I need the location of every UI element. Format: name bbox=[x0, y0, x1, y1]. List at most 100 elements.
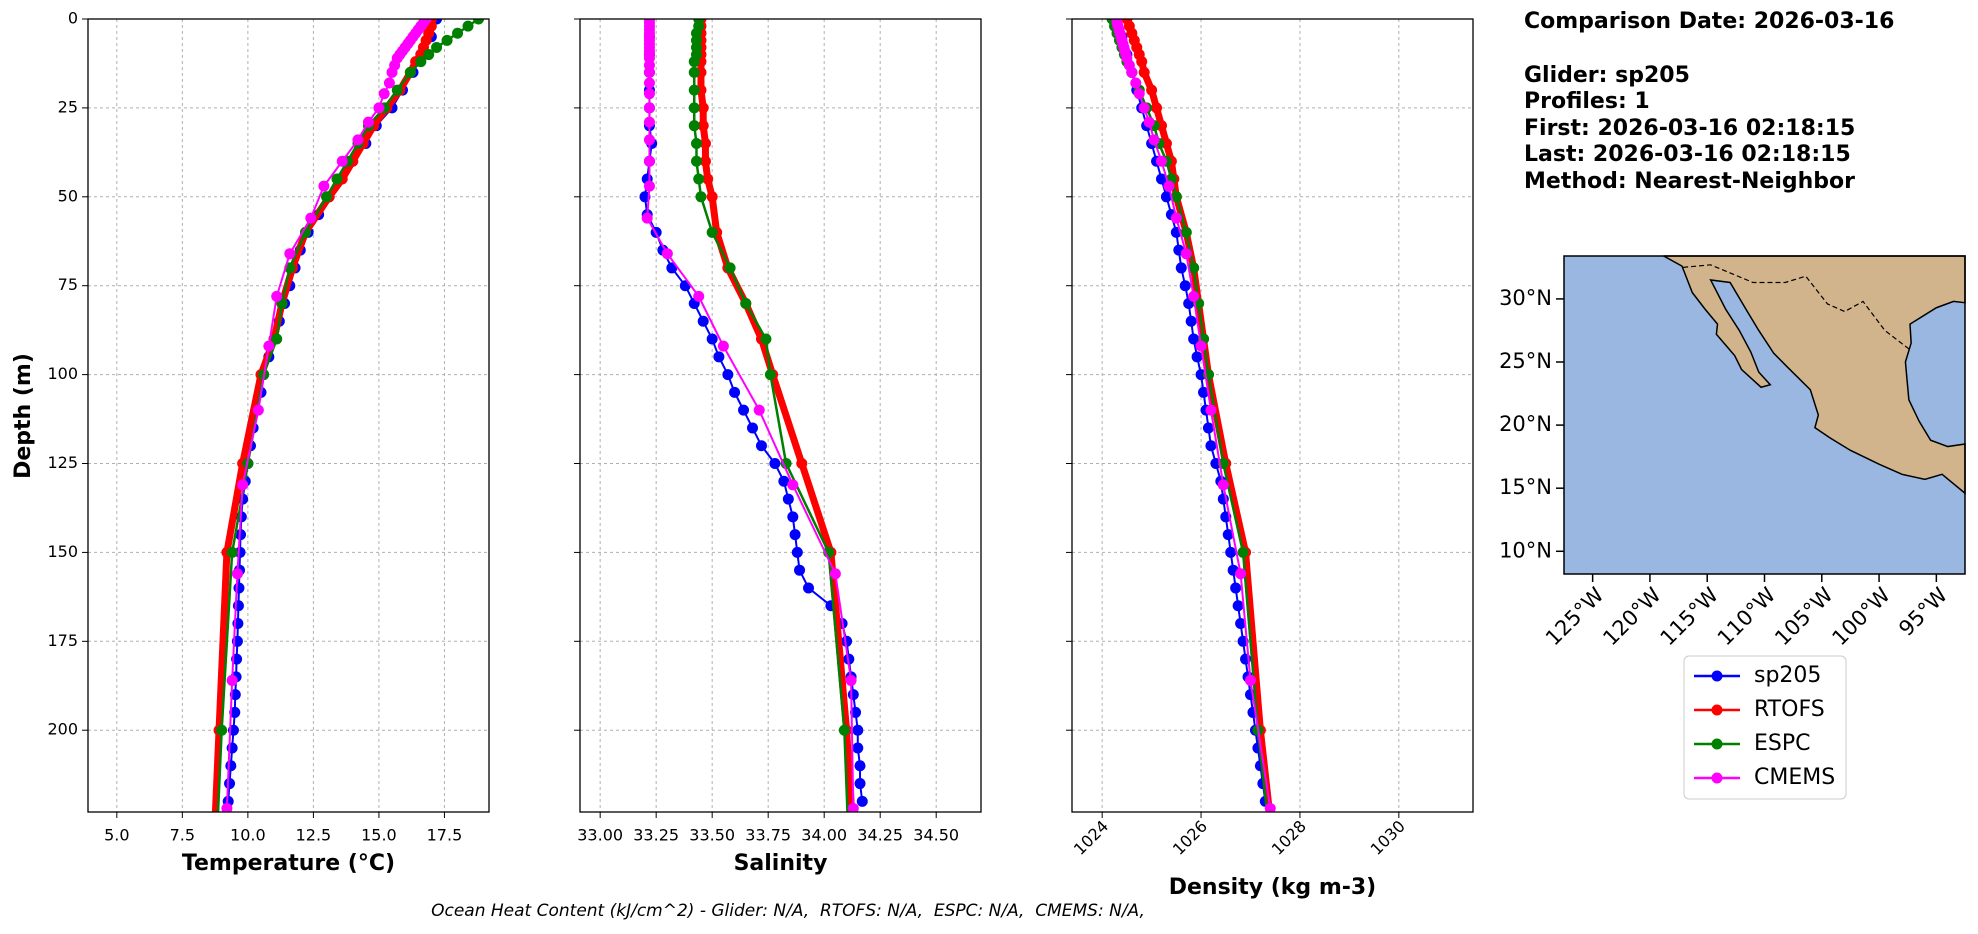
legend-label: sp205 bbox=[1754, 663, 1821, 688]
profile-point bbox=[331, 173, 343, 185]
profile-point bbox=[233, 582, 245, 594]
profile-point bbox=[263, 340, 275, 352]
profile-point bbox=[688, 56, 700, 68]
profile-line bbox=[643, 19, 864, 802]
x-axis-label: Temperature (°C) bbox=[182, 851, 395, 876]
profile-point bbox=[284, 248, 296, 260]
profile-point bbox=[838, 724, 850, 736]
profile-point bbox=[697, 315, 709, 327]
profile-point bbox=[1264, 802, 1276, 812]
profile-point bbox=[1217, 479, 1229, 491]
profile-point bbox=[706, 191, 718, 203]
y-tick-label: 75 bbox=[58, 275, 78, 294]
profile-point bbox=[300, 226, 312, 238]
profile-point bbox=[271, 290, 283, 302]
profile-point bbox=[237, 479, 249, 491]
profile-point bbox=[717, 340, 729, 352]
profile-point bbox=[226, 546, 238, 558]
info-line: Method: Nearest-Neighbor bbox=[1524, 169, 1855, 194]
map-x-label: 100°W bbox=[1827, 583, 1895, 651]
profile-point bbox=[462, 20, 474, 32]
profile-line bbox=[646, 19, 855, 809]
profile-point bbox=[693, 173, 705, 185]
profile-point bbox=[702, 173, 714, 185]
profile-point bbox=[688, 102, 700, 114]
x-tick-label: 15.0 bbox=[361, 826, 397, 845]
profile-point bbox=[1151, 102, 1163, 114]
profile-point bbox=[441, 34, 453, 46]
profile-point bbox=[404, 66, 416, 78]
profile-point bbox=[305, 212, 317, 224]
profile-point bbox=[794, 564, 806, 576]
profile-point bbox=[643, 77, 655, 89]
profile-point bbox=[643, 134, 655, 146]
y-tick-label: 0 bbox=[68, 9, 78, 28]
profile-point bbox=[852, 724, 864, 736]
profile-point bbox=[473, 19, 485, 25]
profile-point bbox=[336, 155, 348, 167]
profile-point bbox=[796, 458, 808, 470]
profile-point bbox=[845, 674, 857, 686]
y-tick-label: 100 bbox=[47, 364, 78, 383]
profile-point bbox=[321, 191, 333, 203]
profile-point bbox=[226, 674, 238, 686]
profile-point bbox=[1155, 173, 1167, 185]
profile-point bbox=[452, 27, 464, 39]
profile-point bbox=[271, 333, 283, 345]
x-tick-label: 34.25 bbox=[857, 826, 903, 845]
profile-point bbox=[386, 66, 398, 78]
info-line: Profiles: 1 bbox=[1524, 89, 1650, 114]
profile-point bbox=[829, 568, 841, 580]
profile-point bbox=[695, 191, 707, 203]
profile-point bbox=[383, 77, 395, 89]
profile-point bbox=[216, 724, 228, 736]
profile-point bbox=[1146, 84, 1158, 96]
x-tick-label: 5.0 bbox=[104, 826, 129, 845]
profile-point bbox=[1191, 351, 1203, 363]
profile-point bbox=[1205, 404, 1217, 416]
profile-point bbox=[1143, 116, 1155, 128]
legend-marker bbox=[1711, 738, 1723, 750]
map-y-label: 30°N bbox=[1499, 286, 1552, 310]
map-x-label: 105°W bbox=[1770, 583, 1838, 651]
plot-area bbox=[639, 19, 868, 812]
legend-marker bbox=[1711, 704, 1723, 716]
legend-label: ESPC bbox=[1754, 731, 1811, 756]
profile-point bbox=[373, 102, 385, 114]
x-tick-label: 17.5 bbox=[427, 826, 463, 845]
x-tick-label: 34.00 bbox=[801, 826, 847, 845]
profile-point bbox=[780, 458, 792, 470]
profile-point bbox=[1230, 582, 1242, 594]
legend-box bbox=[1683, 655, 1847, 800]
profile-line bbox=[1116, 19, 1267, 802]
profile-point bbox=[1126, 66, 1138, 78]
info-line: Comparison Date: 2026-03-16 bbox=[1524, 9, 1894, 34]
profile-point bbox=[221, 802, 233, 812]
map-y-label: 15°N bbox=[1499, 475, 1552, 499]
profile-point bbox=[699, 155, 711, 167]
profile-point bbox=[1179, 280, 1191, 292]
legend-marker bbox=[1711, 772, 1723, 784]
profile-point bbox=[856, 795, 868, 807]
profile-point bbox=[746, 422, 758, 434]
x-tick-label: 1030 bbox=[1367, 817, 1409, 859]
profile-point bbox=[1222, 529, 1234, 541]
profile-point bbox=[1130, 77, 1142, 89]
axes-frame bbox=[1071, 18, 1474, 813]
profile-point bbox=[423, 49, 435, 61]
profile-point bbox=[643, 116, 655, 128]
y-tick-label: 50 bbox=[58, 186, 78, 205]
profile-point bbox=[1195, 340, 1207, 352]
profile-point bbox=[713, 351, 725, 363]
profile-point bbox=[1244, 674, 1256, 686]
profile-point bbox=[1235, 568, 1247, 580]
info-line: First: 2026-03-16 02:18:15 bbox=[1524, 116, 1855, 141]
profile-point bbox=[224, 778, 236, 790]
profile-point bbox=[778, 475, 790, 487]
profile-point bbox=[690, 155, 702, 167]
profile-point bbox=[1160, 191, 1172, 203]
info-line: Glider: sp205 bbox=[1524, 63, 1690, 88]
profile-point bbox=[643, 88, 655, 100]
axes-frame bbox=[87, 18, 490, 813]
